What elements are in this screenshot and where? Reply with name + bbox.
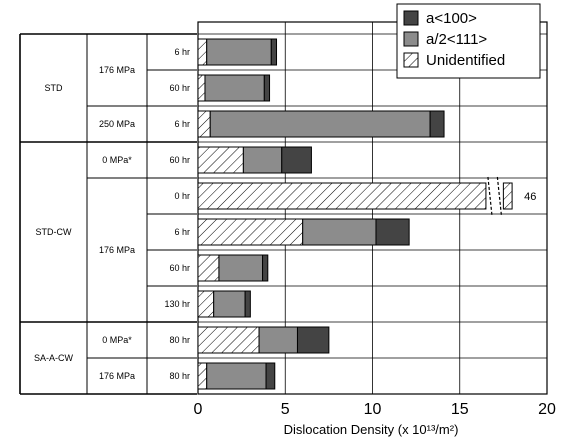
legend-label: a<100> — [426, 10, 477, 27]
table-stress-label: 0 MPa* — [102, 155, 132, 165]
legend-swatch — [403, 31, 419, 47]
x-tick-label: 0 — [194, 401, 203, 418]
bar-segment-unidentified — [197, 218, 304, 246]
table-stress-label: 0 MPa* — [102, 335, 132, 345]
bar-segment-a2111 — [206, 38, 272, 66]
table-time-label: 0 hr — [174, 191, 190, 201]
bar-segment-unidentified — [197, 38, 208, 66]
table-stress-label: 250 MPa — [99, 119, 135, 129]
bar-segment-unidentified — [197, 326, 260, 354]
bar-segment-a100 — [265, 362, 276, 390]
table-stress-label: 176 MPa — [99, 245, 135, 255]
table-stress-label: 176 MPa — [99, 371, 135, 381]
bar-segment-unidentified — [197, 182, 487, 210]
bar-segment-unidentified — [197, 74, 206, 102]
bar-segment-a100 — [244, 290, 251, 318]
bars: 46 — [197, 38, 536, 390]
x-axis: 0 5 10 15 20 — [194, 401, 556, 418]
bar-segment-a2111 — [218, 254, 264, 282]
table-group-label: STD — [45, 83, 64, 93]
table-time-label: 6 hr — [174, 119, 190, 129]
table-group-label: SA-A-CW — [34, 353, 74, 363]
legend-label: Unidentified — [426, 52, 505, 69]
x-axis-label: Dislocation Density (x 10¹³/m²) — [284, 422, 459, 437]
bar-segment-unidentified — [502, 182, 513, 210]
bar-segment-a100 — [270, 38, 278, 66]
bar-segment-a2111 — [213, 290, 246, 318]
bar-segment-a100 — [281, 146, 312, 174]
table-time-label: 80 hr — [169, 335, 190, 345]
legend-box — [396, 3, 541, 79]
table-time-label: 6 hr — [174, 227, 190, 237]
bar-segment-a2111 — [302, 218, 377, 246]
table-time-label: 60 hr — [169, 263, 190, 273]
axis-break-mark — [496, 176, 502, 216]
table-time-label: 60 hr — [169, 155, 190, 165]
bar-segment-a2111 — [242, 146, 283, 174]
x-tick-label: 20 — [538, 401, 556, 418]
bar-segment-a2111 — [258, 326, 298, 354]
bar-segment-a100 — [263, 74, 271, 102]
x-tick-label: 15 — [451, 401, 469, 418]
bar-segment-a100 — [262, 254, 269, 282]
data-label: 46 — [524, 191, 536, 203]
table-time-label: 60 hr — [169, 83, 190, 93]
legend: a<100> a/2<111> Unidentified — [396, 3, 541, 79]
bar-segment-a100 — [429, 110, 445, 138]
bar-segment-a100 — [375, 218, 410, 246]
table-time-label: 6 hr — [174, 47, 190, 57]
bar-segment-a2111 — [209, 110, 431, 138]
axis-break-mark — [487, 176, 493, 216]
bar-segment-a2111 — [204, 74, 265, 102]
legend-swatch — [403, 10, 419, 26]
bar-segment-unidentified — [197, 362, 208, 390]
table-time-label: 80 hr — [169, 371, 190, 381]
x-tick-label: 10 — [364, 401, 382, 418]
bar-segment-a100 — [296, 326, 330, 354]
bar-segment-unidentified — [197, 254, 220, 282]
table-time-label: 130 hr — [164, 299, 190, 309]
bar-segment-unidentified — [197, 290, 215, 318]
bar-segment-unidentified — [197, 146, 244, 174]
x-tick-label: 5 — [281, 401, 290, 418]
table-stress-label: 176 MPa — [99, 65, 135, 75]
sample-table: 176 MPa 250 MPa 0 MPa* 176 MPa 0 MPa* 176 MPa… — [19, 33, 197, 395]
bar-segment-a2111 — [206, 362, 267, 390]
legend-swatch — [403, 52, 419, 68]
bar-segment-unidentified — [197, 110, 211, 138]
legend-label: a/2<111> — [426, 31, 487, 48]
table-group-label: STD-CW — [36, 227, 72, 237]
